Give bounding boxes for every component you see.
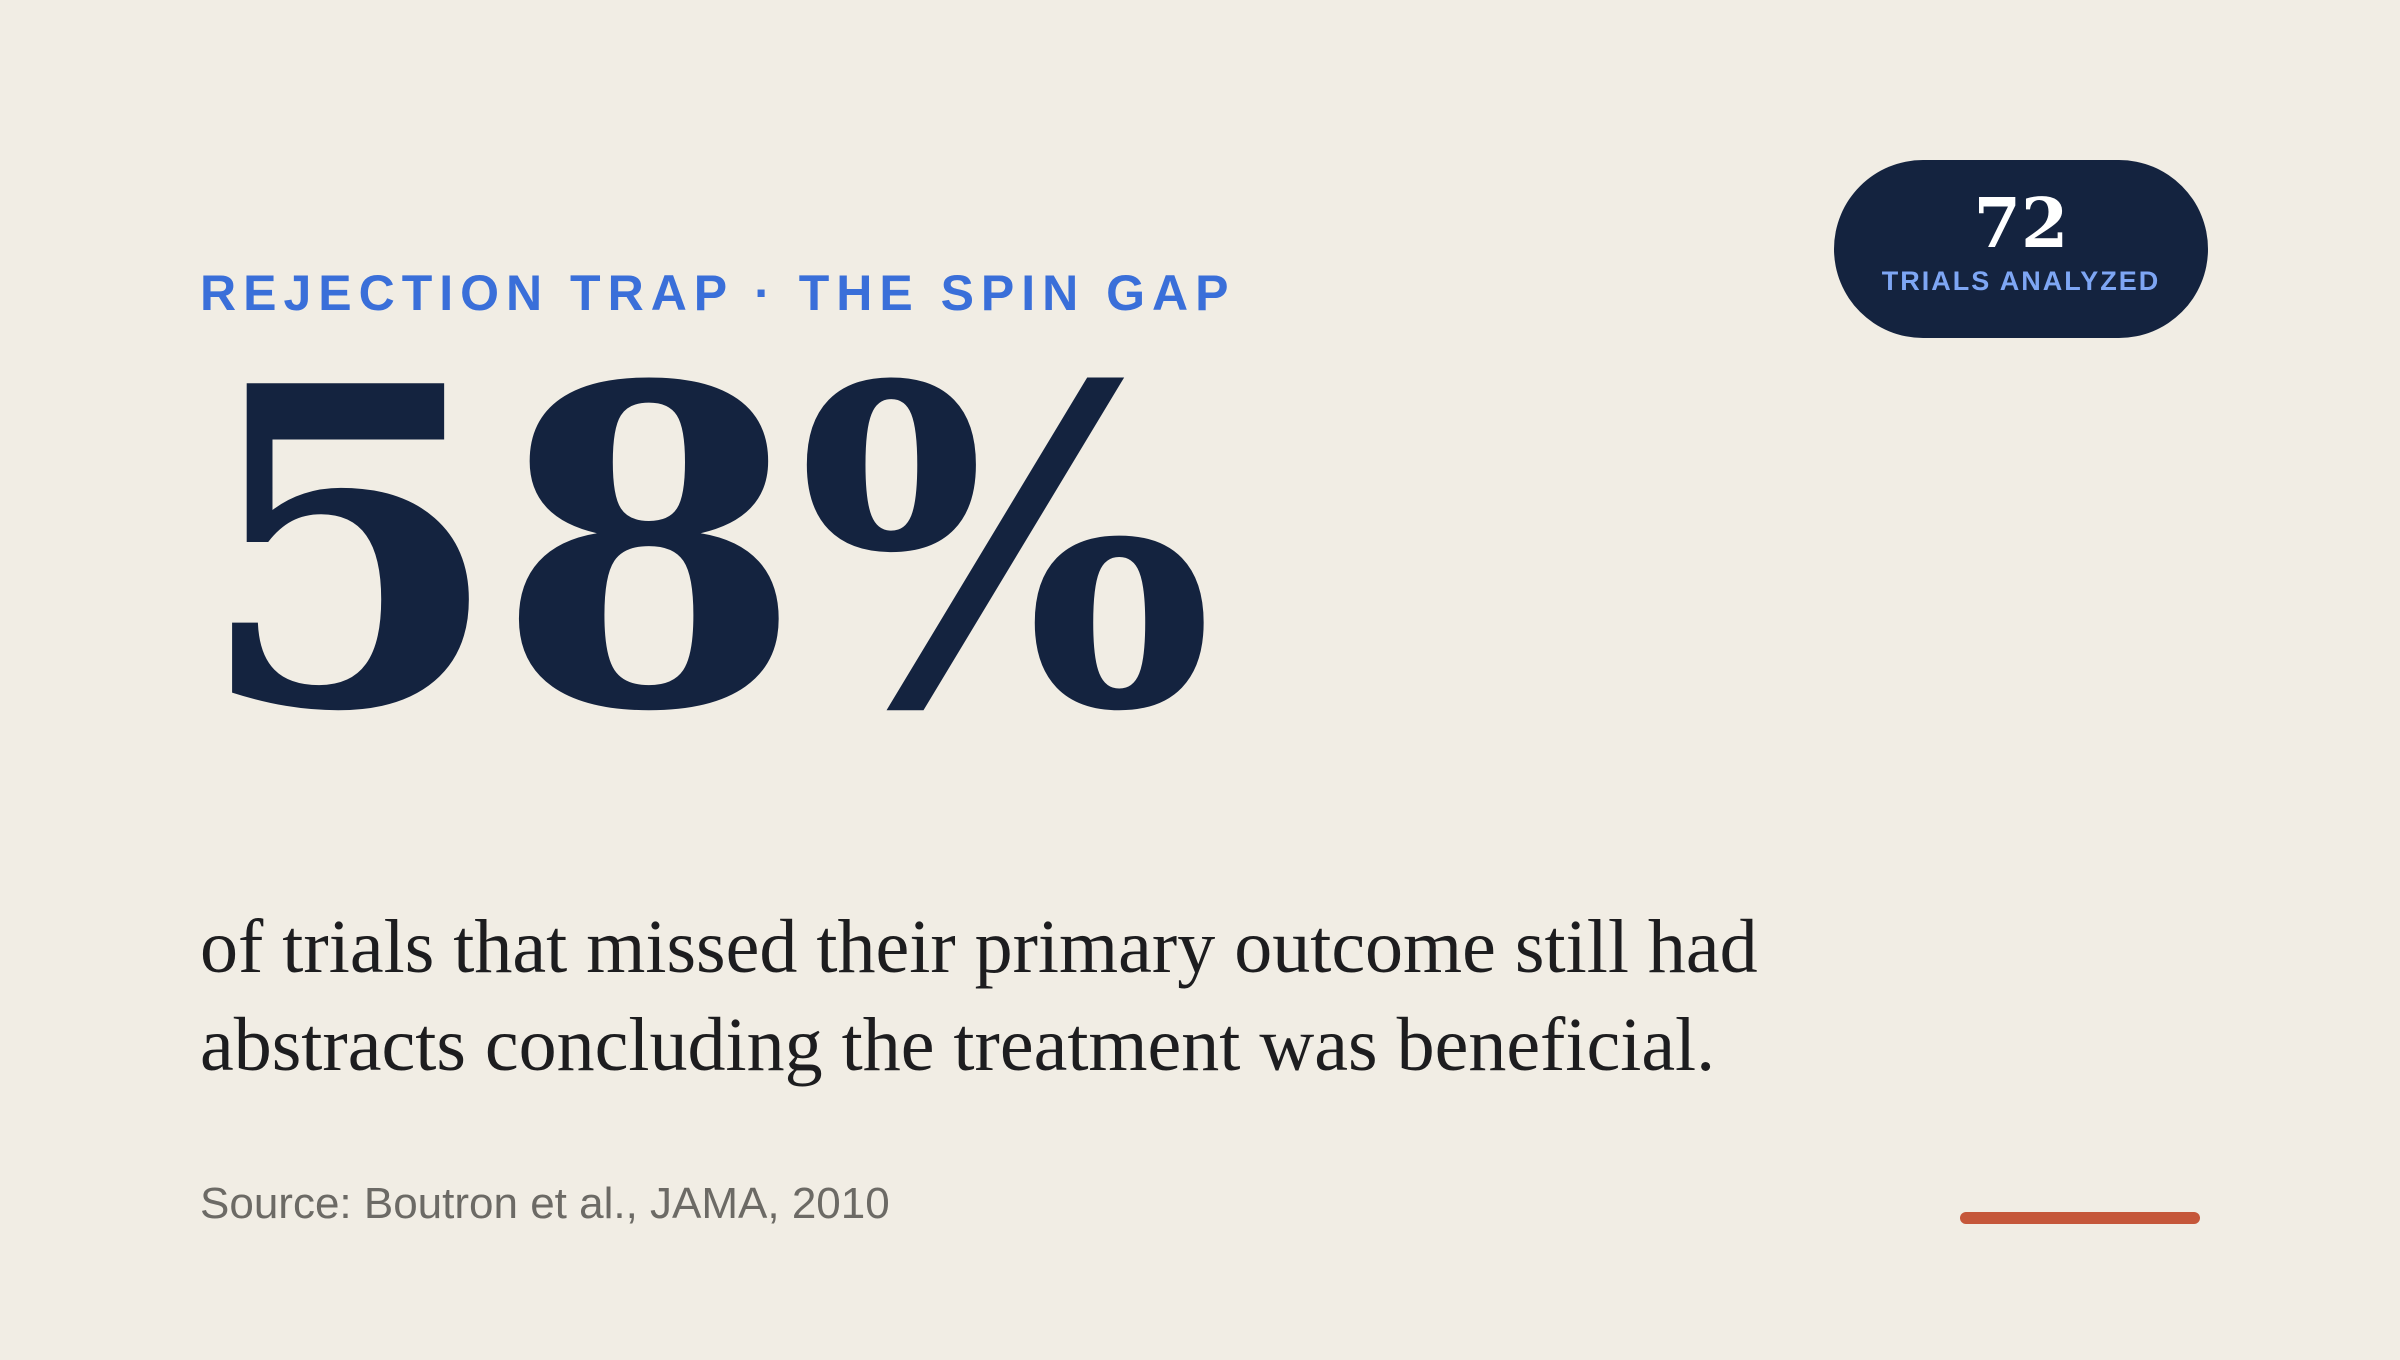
kicker-label: REJECTION TRAP · THE SPIN GAP [200, 265, 1236, 321]
trials-analyzed-badge: 72 TRIALS ANALYZED [1834, 160, 2208, 338]
badge-label: TRIALS ANALYZED [1881, 266, 2161, 296]
stat-description: of trials that missed their primary outc… [200, 905, 1758, 1087]
accent-divider [1960, 1212, 2200, 1224]
badge-number: 72 [1973, 184, 2069, 264]
source-citation: Source: Boutron et al., JAMA, 2010 [200, 1179, 890, 1228]
headline-stat: 58% [196, 291, 1214, 808]
